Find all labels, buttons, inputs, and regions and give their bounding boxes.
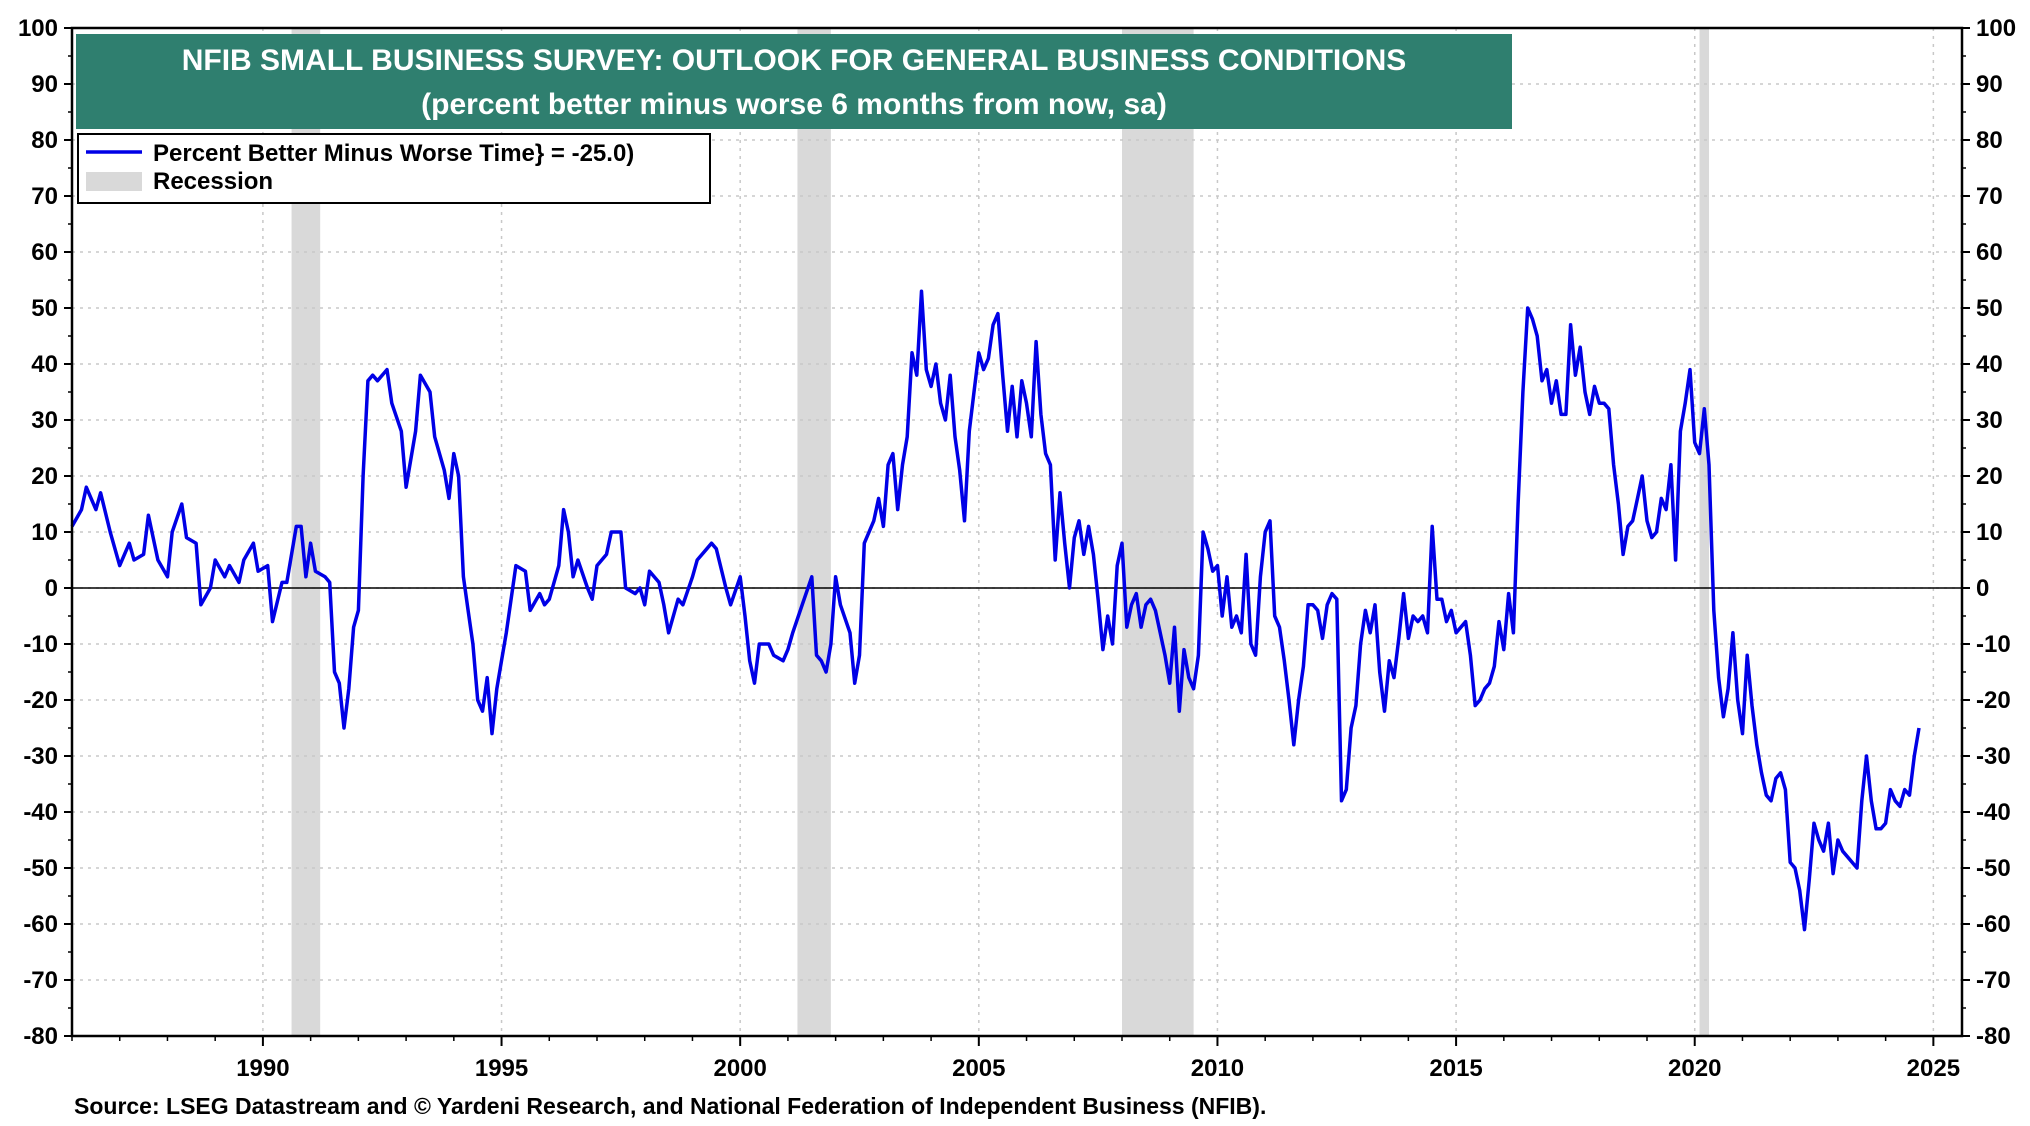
- y-tick-label-left: 30: [31, 407, 58, 434]
- y-tick-label-left: -20: [23, 687, 58, 714]
- y-tick-label-left: 90: [31, 71, 58, 98]
- legend-recession-swatch: [86, 172, 142, 191]
- legend: Percent Better Minus Worse Time} = -25.0…: [77, 133, 711, 204]
- y-tick-label-left: -50: [23, 855, 58, 882]
- x-tick-label: 2000: [713, 1055, 766, 1082]
- legend-series-label: Percent Better Minus Worse Time} = -25.0…: [153, 140, 634, 167]
- y-tick-label-right: -80: [1976, 1023, 2011, 1050]
- y-tick-label-left: 70: [31, 183, 58, 210]
- y-tick-label-left: 50: [31, 295, 58, 322]
- y-tick-label-right: 80: [1976, 127, 2003, 154]
- y-tick-label-right: 0: [1976, 575, 1989, 602]
- y-axis-right: 1009080706050403020100-10-20-30-40-50-60…: [1962, 15, 2016, 1050]
- y-tick-label-right: 50: [1976, 295, 2003, 322]
- y-tick-label-left: 40: [31, 351, 58, 378]
- legend-recession-label: Recession: [153, 168, 273, 195]
- y-tick-label-right: -70: [1976, 967, 2011, 994]
- y-tick-label-right: 20: [1976, 463, 2003, 490]
- y-tick-label-left: -80: [23, 1023, 58, 1050]
- title-background: [76, 34, 1512, 129]
- y-tick-label-right: -30: [1976, 743, 2011, 770]
- x-tick-label: 2020: [1668, 1055, 1721, 1082]
- y-tick-label-left: 0: [45, 575, 58, 602]
- y-tick-label-right: -10: [1976, 631, 2011, 658]
- x-tick-label: 1990: [236, 1055, 289, 1082]
- y-tick-label-left: -70: [23, 967, 58, 994]
- y-tick-label-right: 40: [1976, 351, 2003, 378]
- legend-box: [77, 133, 711, 204]
- x-tick-label: 2025: [1907, 1055, 1960, 1082]
- y-axis-left: 1009080706050403020100-10-20-30-40-50-60…: [18, 15, 72, 1050]
- y-tick-label-right: 10: [1976, 519, 2003, 546]
- series-line-percent-better-minus-worse: [70, 289, 1921, 932]
- title-box: NFIB SMALL BUSINESS SURVEY: OUTLOOK FOR …: [76, 34, 1512, 129]
- y-tick-label-left: 60: [31, 239, 58, 266]
- source-note: Source: LSEG Datastream and © Yardeni Re…: [74, 1093, 1267, 1119]
- y-tick-label-right: 70: [1976, 183, 2003, 210]
- recession-band-2: [1122, 28, 1194, 1036]
- x-tick-label: 2010: [1191, 1055, 1244, 1082]
- y-tick-label-left: 80: [31, 127, 58, 154]
- y-tick-label-left: -30: [23, 743, 58, 770]
- y-tick-label-right: -50: [1976, 855, 2011, 882]
- y-tick-label-left: -40: [23, 799, 58, 826]
- x-axis: 1990 1995 2000 2005 2010 2015 2020 2025: [71, 1036, 1960, 1082]
- y-tick-label-left: 10: [31, 519, 58, 546]
- y-tick-label-left: -10: [23, 631, 58, 658]
- y-tick-label-right: 100: [1976, 15, 2016, 42]
- y-tick-label-left: 20: [31, 463, 58, 490]
- y-tick-label-right: -40: [1976, 799, 2011, 826]
- y-tick-label-right: -60: [1976, 911, 2011, 938]
- chart-title: NFIB SMALL BUSINESS SURVEY: OUTLOOK FOR …: [182, 44, 1407, 77]
- y-tick-label-right: -20: [1976, 687, 2011, 714]
- y-tick-label-left: 100: [18, 15, 58, 42]
- x-tick-label: 2005: [952, 1055, 1005, 1082]
- y-tick-label-left: -60: [23, 911, 58, 938]
- y-tick-label-right: 60: [1976, 239, 2003, 266]
- y-tick-label-right: 90: [1976, 71, 2003, 98]
- y-tick-label-right: 30: [1976, 407, 2003, 434]
- chart-subtitle: (percent better minus worse 6 months fro…: [421, 88, 1167, 121]
- x-tick-label: 1995: [475, 1055, 528, 1082]
- x-tick-label: 2015: [1429, 1055, 1482, 1082]
